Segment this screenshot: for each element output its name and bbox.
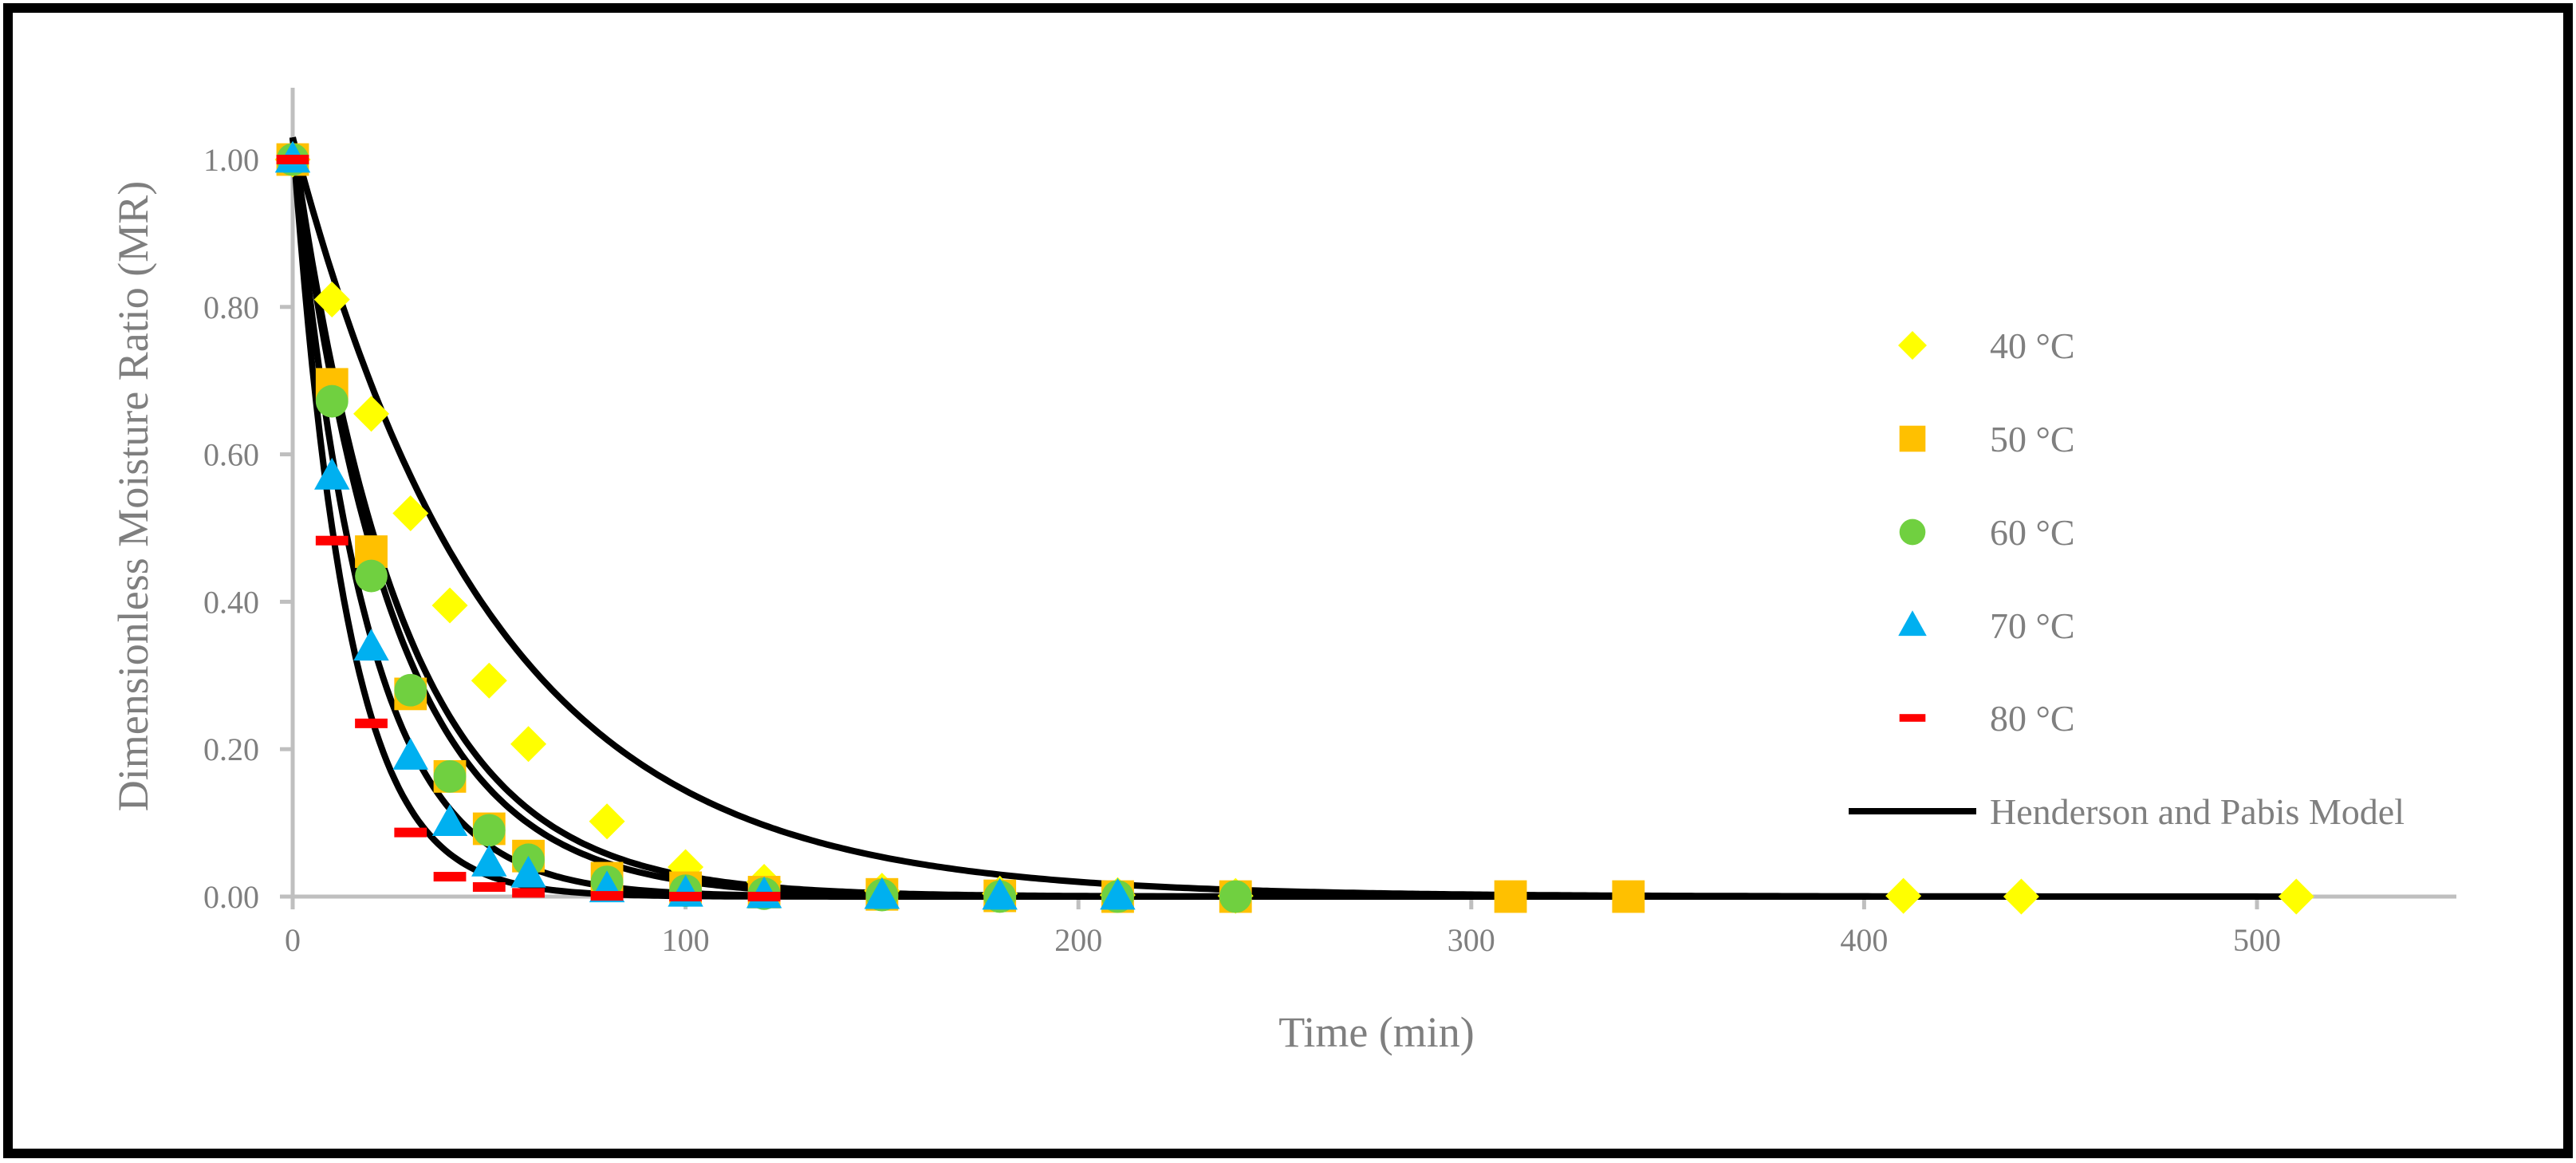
data-point [315,535,349,546]
legend: 40 °C 50 °C 60 °C 70 °C 80 °C Henderson and P… [1849,325,2405,832]
data-point [1612,880,1645,913]
legend-marker [1898,610,1927,637]
data-point [472,814,506,847]
legend-marker [1898,331,1927,360]
data-point [512,888,545,898]
legend-marker [1899,714,1926,722]
data-point [431,587,468,624]
data-point [394,673,427,707]
legend-marker [1899,518,1926,546]
x-tick-label: 400 [1840,922,1888,958]
data-point [433,759,467,793]
data-point [1494,880,1527,913]
data-point [2278,878,2314,915]
x-tick-label: 100 [662,922,710,958]
legend-label: 50 °C [1990,419,2075,459]
data-point [392,495,429,532]
legend-label: 60 °C [1990,512,2075,553]
data-point [510,855,546,888]
data-point [669,892,702,901]
legend-marker [1899,425,1926,452]
data-point [315,384,349,418]
y-tick-label: 0.80 [203,290,259,325]
y-tick-label: 0.60 [203,437,259,473]
data-point [276,155,309,164]
series-80C-points [276,155,781,901]
data-point [394,827,427,838]
data-point [392,738,429,770]
data-point [433,872,467,882]
data-point [314,457,350,490]
data-point [472,881,506,892]
y-tick-label: 0.00 [203,879,259,915]
data-point [590,891,624,901]
data-point [1219,880,1252,913]
data-point [355,718,388,728]
x-tick-label: 200 [1054,922,1102,958]
data-point [471,845,507,877]
data-point [1885,877,1922,914]
y-tick-label: 1.00 [203,142,259,178]
y-tick-label: 0.40 [203,584,259,620]
legend-label: 80 °C [1990,698,2075,739]
legend-label: 70 °C [1990,605,2075,646]
data-point [353,629,389,661]
x-axis-title: Time (min) [1278,1008,1475,1056]
data-point [313,282,350,318]
legend-label: 40 °C [1990,325,2075,366]
data-point [431,804,468,836]
data-point [864,877,900,909]
legend-label: Henderson and Pabis Model [1990,791,2405,832]
data-point [589,803,625,840]
x-tick-label: 500 [2233,922,2281,958]
data-point [1100,877,1136,910]
data-point [510,726,547,763]
x-tick-label: 300 [1448,922,1495,958]
data-point [355,559,388,593]
outer-border [3,3,2573,1158]
plot-area: 0 100 200 300 400 500 0.00 0.20 0.40 0.60 0.80 1.00 [203,88,2456,958]
data-point [747,892,781,901]
data-point [2003,878,2039,915]
model-curve [290,137,2297,900]
x-tick-label: 0 [285,922,301,958]
data-point [982,877,1018,910]
y-tick-label: 0.20 [203,731,259,767]
data-point [353,396,390,432]
data-point [471,662,507,699]
y-axis-title: Dimensionless Moisture Ratio (MR) [109,181,157,811]
